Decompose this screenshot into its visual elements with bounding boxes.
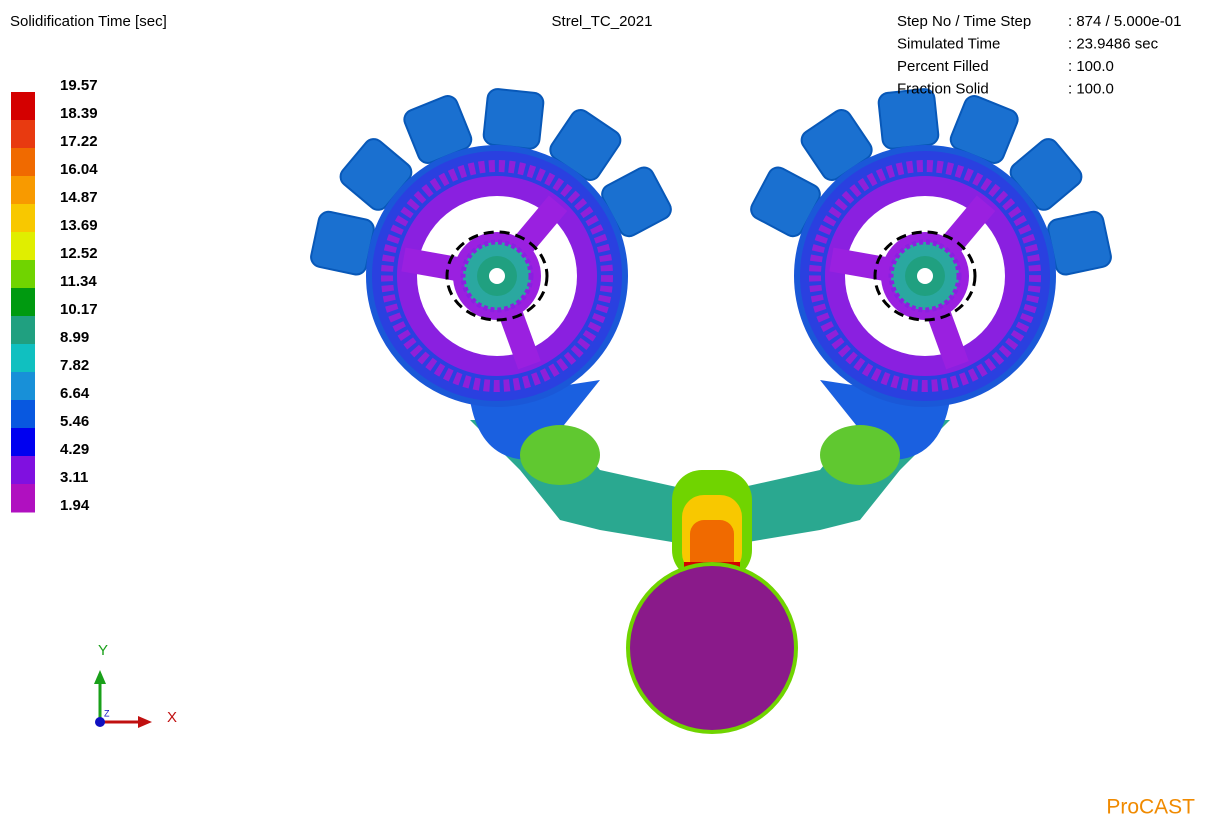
info-value: : 100.0 [1068,80,1114,97]
legend-label: 17.22 [60,133,98,150]
legend-label: 16.04 [60,161,98,178]
legend-label: 5.46 [60,413,89,430]
overflow-bulb [1047,210,1112,276]
legend-swatch [11,428,35,457]
y-arrow-head [94,670,106,684]
legend-swatch [11,92,35,121]
highlight-circle [445,230,549,322]
legend-label: 12.52 [60,245,98,262]
sprue-hot [690,520,734,575]
wheel [750,88,1112,407]
legend-swatch [11,400,35,429]
legend-label: 8.99 [60,329,89,346]
bore [489,268,505,284]
feeder [630,566,794,730]
info-label: Percent Filled [897,58,989,75]
model-name: Strel_TC_2021 [552,13,653,30]
info-label: Step No / Time Step [897,13,1031,30]
legend-label: 13.69 [60,217,98,234]
rim-holes [381,160,613,392]
legend-label: 4.29 [60,441,89,458]
legend-swatch [11,344,35,373]
z-axis-dot [95,717,105,727]
legend-swatch [11,372,35,401]
legend-label: 11.34 [60,273,97,290]
legend-label: 6.64 [60,385,90,402]
info-value: : 100.0 [1068,58,1114,75]
info-panel: Step No / Time Step : 874 / 5.000e-01 Simu… [897,13,1181,98]
legend-swatch [11,260,35,289]
legend-swatch [11,148,35,177]
brand-logo: ProCAST [1106,796,1195,819]
legend-swatch [11,288,35,317]
x-axis-label: X [167,709,177,726]
result-title: Solidification Time [sec] [10,13,167,30]
legend-label: 7.82 [60,357,89,374]
info-label: Fraction Solid [897,80,989,97]
color-legend: 19.57 18.39 17.22 16.04 14.87 13.69 12.52 11.34… [11,77,98,514]
info-value: : 874 / 5.000e-01 [1068,13,1181,30]
legend-swatch [11,120,35,149]
info-label: Simulated Time [897,35,1000,52]
legend-label: 1.94 [60,497,90,514]
bore [917,268,933,284]
info-value: : 23.9486 sec [1068,35,1159,52]
casting-model [310,88,1112,734]
legend-label: 19.57 [60,77,98,94]
highlight-circle [873,230,977,322]
legend-label: 10.17 [60,301,98,318]
axes-triad: Y X Z [94,642,177,728]
legend-swatch [11,316,35,345]
hotspot [820,425,900,485]
hotspot [520,425,600,485]
z-axis-label: Z [104,708,110,718]
legend-swatch [11,204,35,233]
legend-label: 14.87 [60,189,98,206]
legend-swatch [11,484,35,513]
wheel [310,88,672,407]
overflow-bulb [482,88,545,150]
legend-label: 3.11 [60,469,88,486]
legend-swatch [11,176,35,205]
x-arrow-head [138,716,152,728]
legend-label: 18.39 [60,105,98,122]
y-axis-label: Y [98,642,108,659]
legend-swatch [11,232,35,261]
legend-swatch [11,456,35,485]
rim-holes [809,160,1041,392]
overflow-bulb [310,210,375,276]
